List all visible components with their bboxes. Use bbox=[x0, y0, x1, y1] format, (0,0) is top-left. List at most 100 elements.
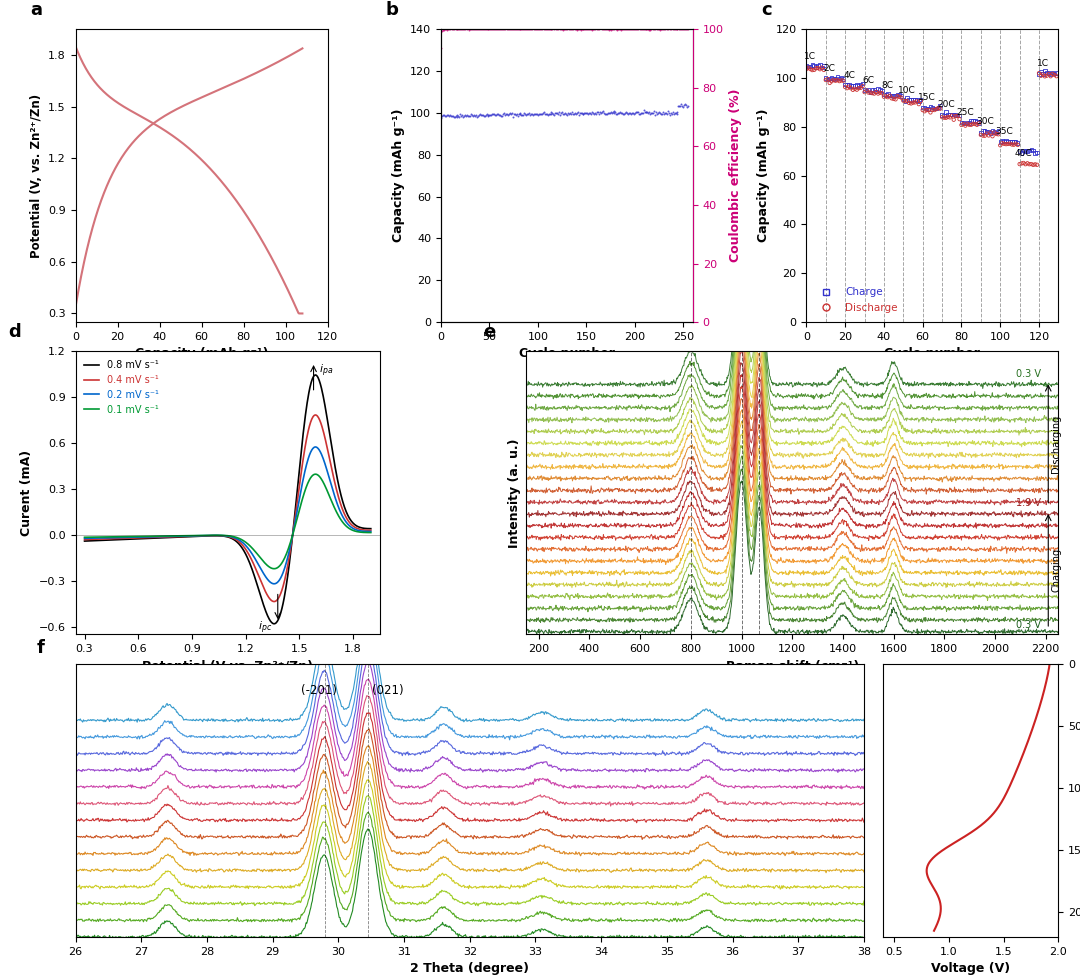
Point bbox=[945, 112, 962, 128]
Point bbox=[1032, 64, 1050, 80]
Point bbox=[498, 21, 515, 37]
Point bbox=[838, 77, 855, 93]
Point bbox=[922, 99, 940, 114]
Point bbox=[491, 21, 509, 37]
Point bbox=[554, 21, 571, 37]
Point bbox=[487, 107, 504, 123]
Point bbox=[617, 105, 634, 121]
Point bbox=[1016, 143, 1034, 159]
Point bbox=[950, 107, 968, 123]
Point bbox=[521, 105, 538, 121]
Point bbox=[933, 109, 950, 125]
Point bbox=[642, 21, 659, 37]
Point bbox=[538, 21, 555, 37]
Point bbox=[570, 21, 588, 37]
Point bbox=[955, 114, 972, 130]
Point bbox=[505, 105, 523, 121]
Point bbox=[582, 106, 599, 122]
Point bbox=[982, 125, 999, 141]
Text: 1C: 1C bbox=[1037, 59, 1049, 68]
Point bbox=[586, 21, 604, 37]
Point bbox=[947, 108, 964, 124]
Point bbox=[481, 20, 498, 36]
Point bbox=[606, 102, 623, 118]
Point bbox=[508, 20, 525, 36]
Point bbox=[575, 106, 592, 122]
0.4 mV s⁻¹ bbox=[214, 530, 227, 542]
Point bbox=[881, 88, 899, 103]
Y-axis label: Capacity (mAh g⁻¹): Capacity (mAh g⁻¹) bbox=[392, 109, 405, 242]
Point bbox=[449, 21, 467, 37]
Point bbox=[906, 95, 923, 110]
Point bbox=[485, 106, 502, 122]
Point bbox=[566, 20, 583, 36]
Point bbox=[1013, 155, 1030, 171]
0.1 mV s⁻¹ bbox=[364, 527, 377, 539]
Point bbox=[899, 93, 916, 108]
0.1 mV s⁻¹ bbox=[214, 529, 227, 541]
Point bbox=[854, 75, 872, 91]
Point bbox=[622, 21, 639, 37]
Text: 1C: 1C bbox=[805, 52, 816, 61]
Point bbox=[1013, 145, 1030, 161]
Point bbox=[537, 20, 554, 36]
Point bbox=[827, 73, 845, 89]
0.2 mV s⁻¹ bbox=[233, 534, 246, 546]
Point bbox=[869, 81, 887, 97]
Point bbox=[556, 105, 573, 121]
Point bbox=[502, 20, 519, 36]
Point bbox=[962, 112, 980, 128]
Point bbox=[677, 21, 694, 37]
Point bbox=[563, 21, 580, 37]
Point bbox=[576, 105, 593, 121]
Point bbox=[461, 108, 478, 124]
Point bbox=[608, 105, 625, 121]
Point bbox=[511, 106, 528, 122]
Point bbox=[541, 105, 558, 121]
Point bbox=[848, 77, 865, 93]
Point bbox=[894, 93, 912, 108]
Point bbox=[569, 20, 586, 36]
Point bbox=[1023, 142, 1040, 157]
Point bbox=[451, 21, 469, 37]
Point bbox=[525, 105, 542, 121]
Point bbox=[903, 96, 920, 111]
Point bbox=[549, 20, 566, 36]
Point bbox=[448, 20, 465, 36]
Point bbox=[984, 123, 1001, 139]
Point bbox=[490, 107, 508, 123]
Point bbox=[850, 78, 867, 94]
Point bbox=[531, 106, 549, 122]
Point bbox=[586, 104, 604, 120]
Point bbox=[1036, 68, 1053, 84]
Point bbox=[665, 21, 683, 37]
0.4 mV s⁻¹ bbox=[216, 530, 229, 542]
Point bbox=[448, 108, 465, 124]
Point bbox=[573, 21, 591, 37]
Point bbox=[568, 105, 585, 121]
Point bbox=[666, 21, 684, 37]
Point bbox=[584, 104, 602, 120]
Point bbox=[648, 106, 665, 122]
Point bbox=[1003, 134, 1021, 149]
Point bbox=[505, 21, 523, 37]
Point bbox=[617, 21, 634, 37]
Point bbox=[473, 107, 490, 123]
Point bbox=[989, 127, 1007, 142]
Point bbox=[495, 106, 512, 122]
Point bbox=[484, 21, 501, 37]
Point bbox=[648, 20, 665, 36]
Point bbox=[638, 21, 656, 37]
Point bbox=[524, 21, 541, 37]
X-axis label: Cycle number: Cycle number bbox=[885, 347, 981, 360]
Point bbox=[602, 21, 619, 37]
Point bbox=[828, 69, 846, 85]
Point bbox=[638, 104, 656, 120]
Point bbox=[469, 108, 486, 124]
Point bbox=[624, 105, 642, 121]
Point bbox=[847, 81, 864, 97]
Point bbox=[598, 105, 616, 121]
Point bbox=[656, 105, 673, 121]
Point bbox=[809, 61, 826, 76]
Point bbox=[544, 105, 562, 121]
